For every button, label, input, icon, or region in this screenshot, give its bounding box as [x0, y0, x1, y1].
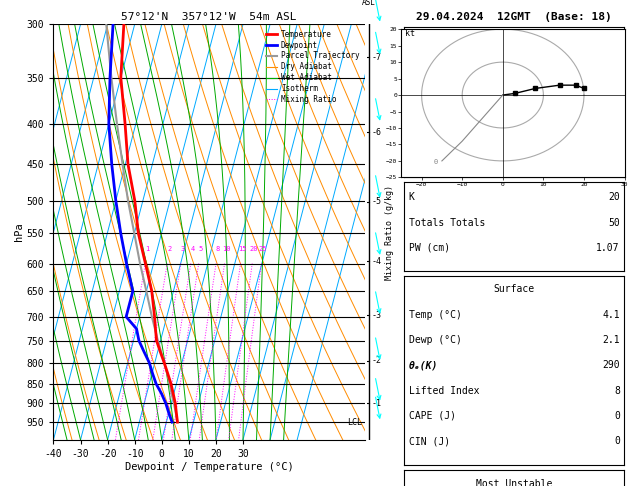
Text: θₑ(K): θₑ(K): [409, 360, 438, 370]
Text: 3: 3: [181, 246, 185, 252]
Text: 15: 15: [238, 246, 247, 252]
Y-axis label: hPa: hPa: [14, 223, 24, 242]
Text: 2: 2: [167, 246, 171, 252]
Legend: Temperature, Dewpoint, Parcel Trajectory, Dry Adiabat, Wet Adiabat, Isotherm, Mi: Temperature, Dewpoint, Parcel Trajectory…: [262, 27, 362, 107]
Text: Dewp (°C): Dewp (°C): [409, 335, 462, 345]
Text: 20: 20: [250, 246, 258, 252]
Text: 8: 8: [614, 385, 620, 396]
Text: -6: -6: [371, 128, 381, 137]
Text: Totals Totals: Totals Totals: [409, 218, 485, 227]
Text: 20: 20: [608, 192, 620, 202]
Text: Θ: Θ: [434, 159, 438, 165]
Text: 1: 1: [145, 246, 150, 252]
Text: 10: 10: [222, 246, 231, 252]
Text: 0: 0: [614, 436, 620, 446]
Text: Temp (°C): Temp (°C): [409, 310, 462, 320]
Text: 290: 290: [602, 360, 620, 370]
Text: km
ASL: km ASL: [362, 0, 376, 7]
X-axis label: Dewpoint / Temperature (°C): Dewpoint / Temperature (°C): [125, 462, 294, 471]
Text: 25: 25: [259, 246, 267, 252]
Title: 57°12'N  357°12'W  54m ASL: 57°12'N 357°12'W 54m ASL: [121, 12, 297, 22]
Text: 2.1: 2.1: [602, 335, 620, 345]
Text: -4: -4: [371, 257, 381, 266]
Text: 5: 5: [198, 246, 203, 252]
Text: CIN (J): CIN (J): [409, 436, 450, 446]
Text: 4.1: 4.1: [602, 310, 620, 320]
Text: -7: -7: [371, 52, 381, 62]
Text: 4: 4: [191, 246, 195, 252]
Text: Surface: Surface: [494, 284, 535, 295]
Text: 29.04.2024  12GMT  (Base: 18): 29.04.2024 12GMT (Base: 18): [416, 12, 612, 22]
Text: Lifted Index: Lifted Index: [409, 385, 479, 396]
Text: kt: kt: [405, 29, 415, 38]
Text: -1: -1: [371, 399, 381, 408]
Text: CAPE (J): CAPE (J): [409, 411, 455, 421]
Text: 50: 50: [608, 218, 620, 227]
Text: LCL: LCL: [347, 417, 362, 427]
Text: -3: -3: [371, 311, 381, 320]
Text: 8: 8: [216, 246, 220, 252]
Text: -5: -5: [371, 197, 381, 207]
Text: PW (cm): PW (cm): [409, 243, 450, 253]
Text: -2: -2: [371, 356, 381, 365]
Text: 1.07: 1.07: [596, 243, 620, 253]
Text: Most Unstable: Most Unstable: [476, 479, 552, 486]
Text: 0: 0: [614, 411, 620, 421]
Text: K: K: [409, 192, 415, 202]
Text: Mixing Ratio (g/kg): Mixing Ratio (g/kg): [386, 185, 394, 279]
